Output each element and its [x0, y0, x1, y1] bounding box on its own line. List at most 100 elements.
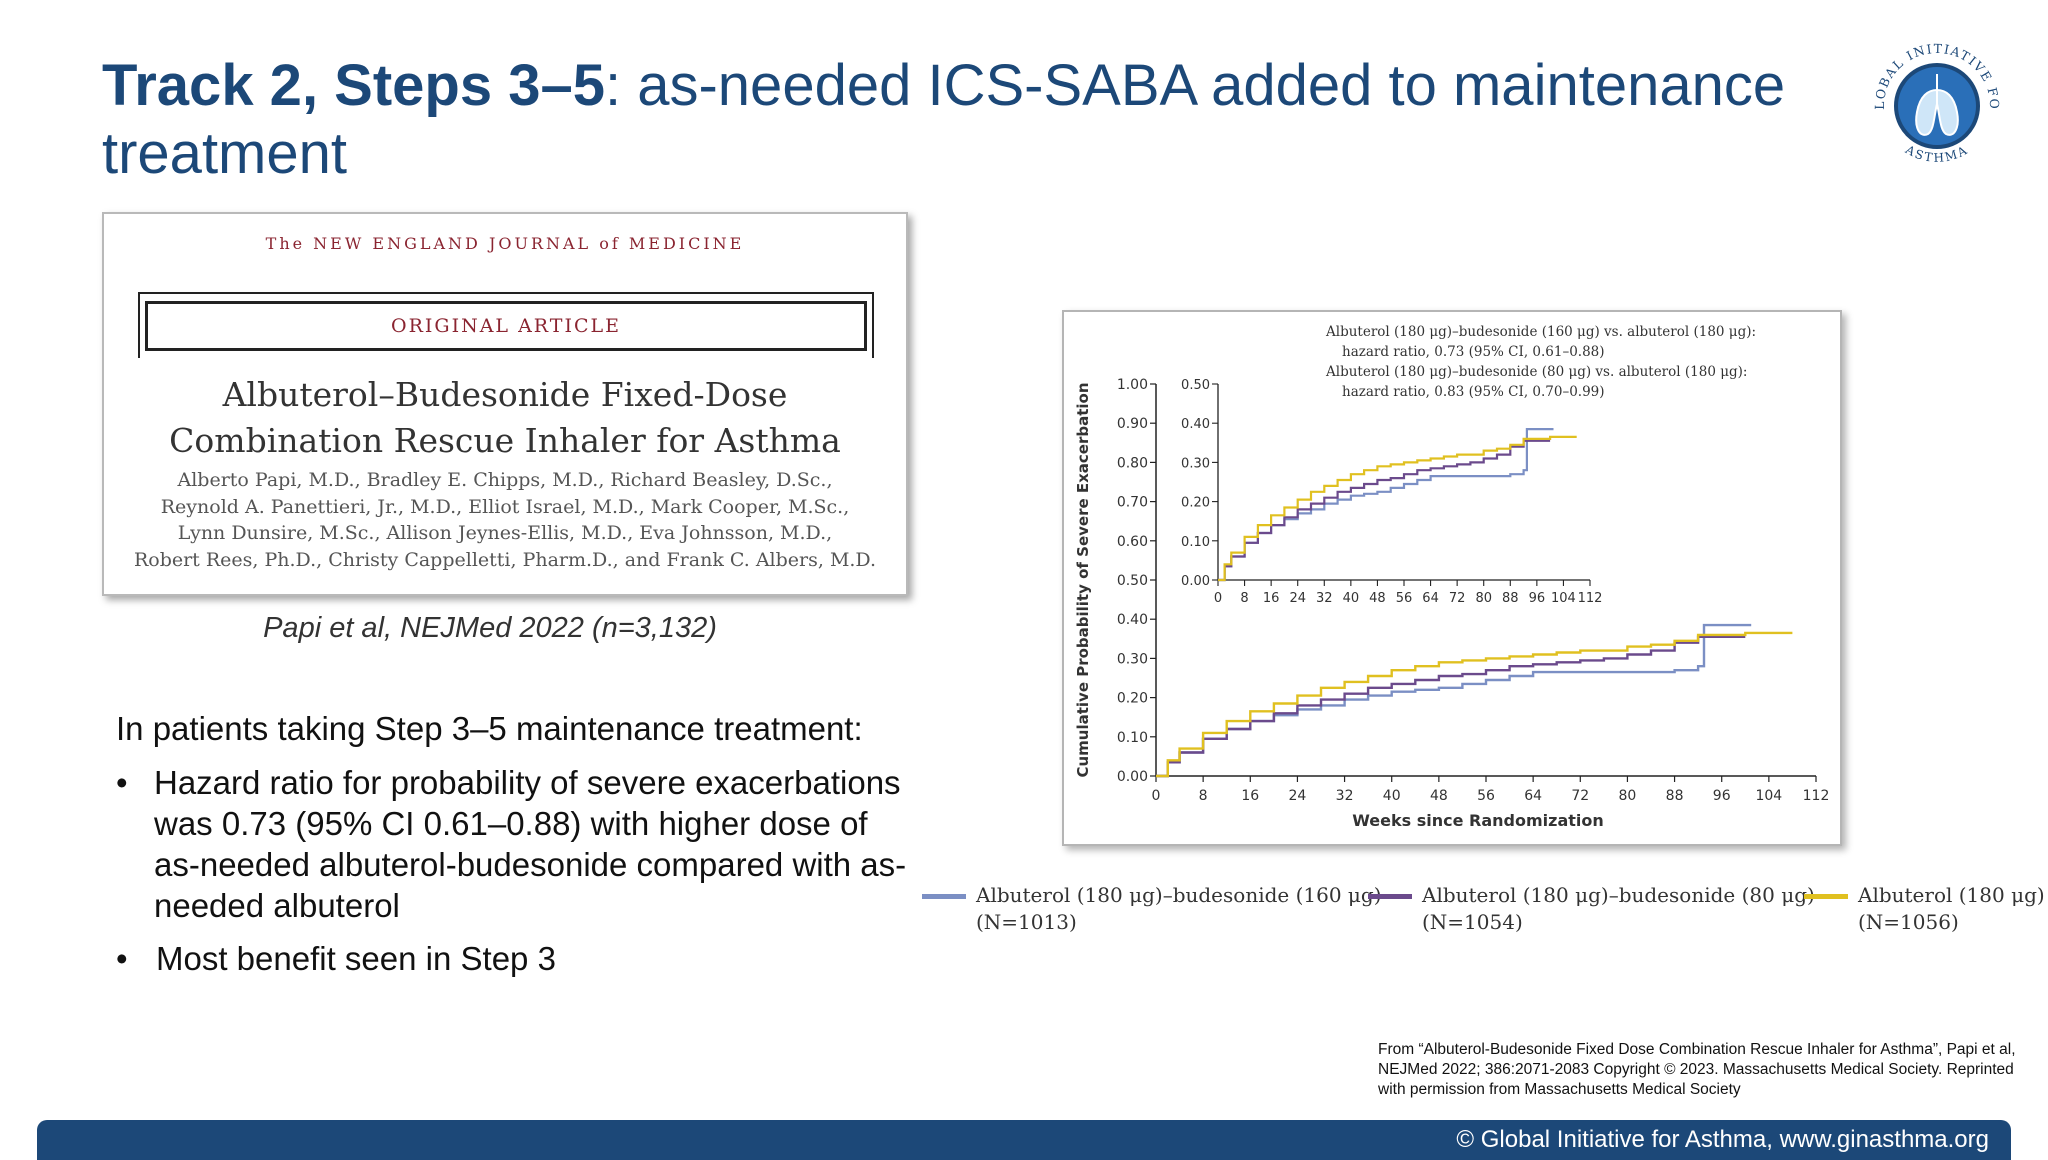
- inset-x-tick-label: 104: [1551, 591, 1576, 606]
- legend-label: Albuterol (180 μg)–budesonide (160 μg): [976, 883, 1382, 907]
- bullet-text: Hazard ratio for probability of severe e…: [154, 764, 907, 924]
- legend-label: Albuterol (180 μg): [1858, 883, 2045, 907]
- y-tick-label: 0.30: [1117, 651, 1148, 667]
- citation: Papi et al, NEJMed 2022 (n=3,132): [263, 612, 717, 644]
- inset-y-tick-label: 0.50: [1181, 378, 1210, 393]
- article-title: Albuterol–Budesonide Fixed-Dose Combinat…: [104, 372, 906, 464]
- legend-swatch: [1368, 894, 1412, 899]
- legend-label: Albuterol (180 μg)–budesonide (80 μg): [1422, 883, 1815, 907]
- y-axis-label: Cumulative Probability of Severe Exacerb…: [1074, 382, 1092, 777]
- journal-name: The NEW ENGLAND JOURNAL of MEDICINE: [265, 234, 745, 253]
- y-tick-label: 0.20: [1117, 691, 1148, 707]
- bullet-dot: •: [116, 940, 128, 977]
- slide-title-bold: Track 2, Steps 3–5: [102, 53, 605, 118]
- inset-x-tick-label: 24: [1289, 591, 1306, 606]
- inset-x-tick-label: 32: [1316, 591, 1333, 606]
- hazard-ratio-annotation: hazard ratio, 0.83 (95% CI, 0.70–0.99): [1342, 384, 1605, 400]
- legend-n: (N=1056): [1858, 910, 1959, 934]
- inset-x-tick-label: 0: [1214, 591, 1222, 606]
- nejm-article-image: The NEW ENGLAND JOURNAL of MEDICINE ORIG…: [102, 212, 908, 596]
- inset-x-tick-label: 56: [1396, 591, 1413, 606]
- inset-x-tick-label: 96: [1529, 591, 1546, 606]
- y-tick-label: 1.00: [1117, 377, 1148, 393]
- author-line: Lynn Dunsire, M.Sc., Allison Jeynes-Elli…: [177, 522, 833, 544]
- inset-series-line: [1218, 428, 1554, 582]
- legend-swatch: [922, 894, 966, 899]
- author-list: Alberto Papi, M.D., Bradley E. Chipps, M…: [104, 467, 906, 573]
- inset-x-tick-label: 48: [1369, 591, 1386, 606]
- slide-title-rest: : as-needed ICS-SABA added to maintenanc…: [102, 53, 1786, 186]
- x-axis-label: Weeks since Randomization: [1352, 811, 1604, 830]
- y-tick-label: 0.60: [1117, 534, 1148, 550]
- x-tick-label: 48: [1430, 788, 1448, 804]
- bullet-dot: •: [116, 764, 128, 801]
- inset-series-line: [1218, 435, 1577, 582]
- y-tick-label: 0.40: [1117, 612, 1148, 628]
- legend-swatch: [1804, 894, 1848, 899]
- inset-x-tick-label: 40: [1343, 591, 1360, 606]
- patients-heading: In patients taking Step 3–5 maintenance …: [116, 710, 863, 747]
- inset-y-tick-label: 0.10: [1181, 535, 1210, 550]
- series-line: [1156, 635, 1746, 778]
- y-tick-label: 0.50: [1117, 573, 1148, 589]
- lungs-icon: [1915, 74, 1959, 136]
- x-tick-label: 16: [1241, 788, 1259, 804]
- series-line: [1156, 631, 1793, 778]
- author-line: Reynold A. Panettieri, Jr., M.D., Elliot…: [160, 495, 850, 518]
- x-tick-label: 72: [1571, 788, 1589, 804]
- inset-y-tick-label: 0.40: [1181, 417, 1210, 432]
- x-tick-label: 96: [1713, 788, 1731, 804]
- section-frame: ORIGINAL ARTICLE: [138, 292, 874, 358]
- km-chart-svg: 0.00 0.10 0.20 0.30 0.40 0.50 0.60 0.70 0.80 0.90…: [1074, 324, 1830, 830]
- x-tick-label: 32: [1336, 788, 1354, 804]
- x-tick-label: 40: [1383, 788, 1401, 804]
- bullet-list: • Hazard ratio for probability of severe …: [116, 762, 916, 991]
- y-tick-label: 0.90: [1117, 416, 1148, 432]
- y-tick-label: 0.80: [1117, 455, 1148, 471]
- x-tick-label: 64: [1524, 788, 1542, 804]
- source-note: From “Albuterol-Budesonide Fixed Dose Co…: [1378, 1041, 2016, 1098]
- inset-x-tick-label: 72: [1449, 591, 1466, 606]
- legend-n: (N=1054): [1422, 910, 1523, 934]
- inset-x-tick-label: 16: [1263, 591, 1280, 606]
- inset-x-tick-label: 80: [1475, 591, 1492, 606]
- article-title-line2: Combination Rescue Inhaler for Asthma: [169, 421, 841, 460]
- inset-x-tick-label: 8: [1240, 591, 1248, 606]
- author-line: Alberto Papi, M.D., Bradley E. Chipps, M…: [177, 469, 833, 491]
- inset-series-line: [1218, 439, 1551, 582]
- legend-n: (N=1013): [976, 910, 1077, 934]
- slide-title: Track 2, Steps 3–5: as-needed ICS-SABA a…: [102, 52, 1802, 188]
- inset-y-tick-label: 0.00: [1181, 574, 1210, 589]
- bullet-item: • Hazard ratio for probability of severe …: [116, 762, 916, 926]
- article-title-line1: Albuterol–Budesonide Fixed-Dose: [222, 375, 788, 414]
- hazard-ratio-annotation: hazard ratio, 0.73 (95% CI, 0.61–0.88): [1342, 344, 1605, 360]
- x-tick-label: 8: [1199, 788, 1208, 804]
- inset-x-tick-label: 112: [1578, 591, 1603, 606]
- x-tick-label: 88: [1666, 788, 1684, 804]
- y-tick-label: 0.10: [1117, 730, 1148, 746]
- footer-text: © Global Initiative for Asthma, www.gina…: [1456, 1126, 1989, 1153]
- inset-x-tick-label: 64: [1422, 591, 1439, 606]
- x-tick-label: 56: [1477, 788, 1495, 804]
- bullet-item: • Most benefit seen in Step 3: [116, 938, 916, 979]
- author-line: Robert Rees, Ph.D., Christy Cappelletti,…: [133, 548, 877, 571]
- y-tick-label: 0.70: [1117, 495, 1148, 511]
- inset-x-tick-label: 88: [1502, 591, 1519, 606]
- gina-logo: GLOBAL INITIATIVE FOR ASTHMA: [1862, 26, 2001, 165]
- inset-y-tick-label: 0.20: [1181, 496, 1210, 511]
- x-tick-label: 104: [1755, 788, 1782, 804]
- section-label: ORIGINAL ARTICLE: [145, 301, 867, 351]
- footer-bar: © Global Initiative for Asthma, www.gina…: [37, 1120, 2011, 1160]
- x-tick-label: 112: [1803, 788, 1830, 804]
- hazard-ratio-annotation: Albuterol (180 μg)–budesonide (160 μg) v…: [1325, 324, 1756, 340]
- chart-legend: Albuterol (180 μg)–budesonide (160 μg) (N…: [922, 882, 2045, 942]
- x-tick-label: 80: [1619, 788, 1637, 804]
- inset-y-tick-label: 0.30: [1181, 456, 1210, 471]
- km-chart: 0.00 0.10 0.20 0.30 0.40 0.50 0.60 0.70 0.80 0.90…: [1062, 310, 1842, 846]
- hazard-ratio-annotation: Albuterol (180 μg)–budesonide (80 μg) vs…: [1325, 364, 1747, 380]
- y-tick-label: 0.00: [1117, 769, 1148, 785]
- bullet-text: Most benefit seen in Step 3: [156, 940, 556, 977]
- series-line: [1156, 623, 1752, 778]
- x-tick-label: 0: [1152, 788, 1161, 804]
- x-tick-label: 24: [1289, 788, 1307, 804]
